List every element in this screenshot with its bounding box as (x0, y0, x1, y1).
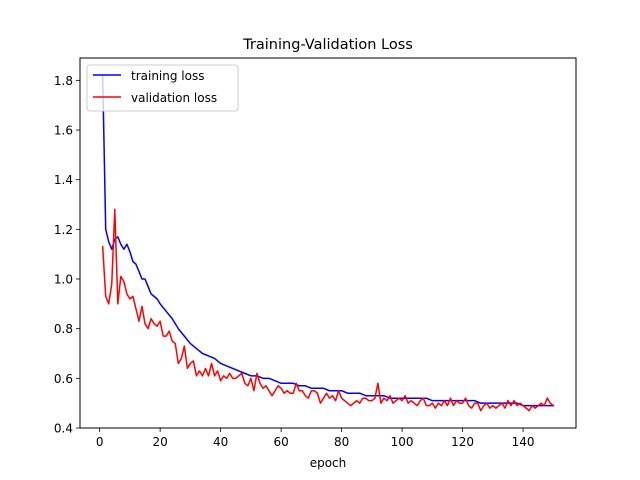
y-tick-label: 0.8 (54, 322, 73, 336)
y-tick-label: 1.8 (54, 74, 73, 88)
y-tick-label: 1.2 (54, 223, 73, 237)
chart-title: Training-Validation Loss (242, 37, 413, 53)
x-tick-label: 60 (273, 435, 288, 449)
x-tick-label: 100 (391, 435, 414, 449)
y-axis: 0.4 0.6 0.8 1.0 1.2 1.4 1.6 1.8 (54, 74, 80, 436)
x-axis-label: epoch (310, 456, 347, 470)
plot-area (80, 58, 576, 428)
series-line-training-loss (101, 74, 555, 407)
series-line-validation-loss (101, 208, 555, 412)
series-layer (101, 74, 555, 412)
plot-frame (79, 57, 577, 429)
y-tick-label: 1.4 (54, 173, 73, 187)
legend-label-validation-loss: validation loss (131, 91, 217, 105)
y-tick-label: 1.0 (54, 273, 73, 287)
x-tick-label: 0 (96, 435, 104, 449)
y-tick-label: 0.6 (54, 372, 73, 386)
legend-label-training-loss: training loss (131, 69, 204, 83)
x-tick-label: 80 (334, 435, 349, 449)
x-tick-label: 140 (512, 435, 535, 449)
y-tick-label: 1.6 (54, 124, 73, 138)
y-tick-label: 0.4 (54, 422, 73, 436)
x-axis: 0 20 40 60 80 100 120 140 (96, 428, 535, 449)
legend: training loss validation loss (86, 64, 239, 112)
x-tick-label: 20 (153, 435, 168, 449)
legend-box (86, 64, 239, 112)
x-tick-label: 40 (213, 435, 228, 449)
x-tick-label: 120 (451, 435, 474, 449)
